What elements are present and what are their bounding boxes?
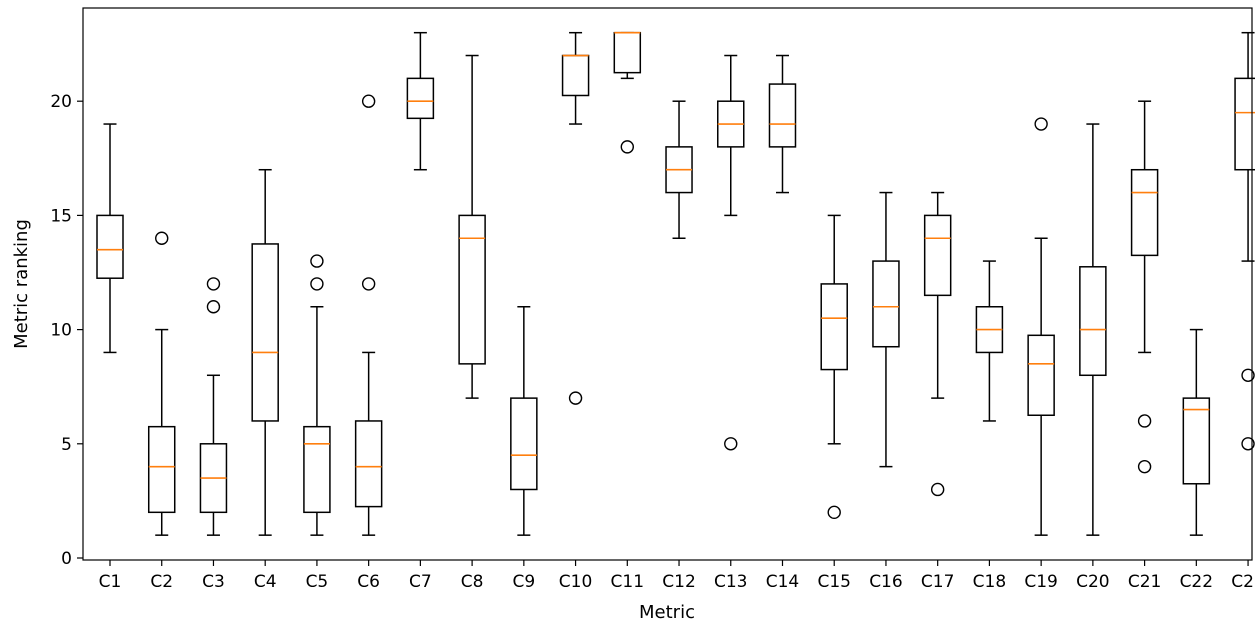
x-axis-label: Metric bbox=[639, 602, 695, 623]
x-tick-label: C23 bbox=[1231, 572, 1255, 592]
x-tick-label: C20 bbox=[1076, 572, 1110, 592]
x-tick-label: C2 bbox=[150, 572, 173, 592]
x-tick-label: C14 bbox=[766, 572, 800, 592]
x-tick-label: C3 bbox=[202, 572, 225, 592]
x-tick-label: C6 bbox=[357, 572, 380, 592]
x-tick-label: C10 bbox=[559, 572, 593, 592]
x-tick-label: C5 bbox=[306, 572, 329, 592]
y-axis-label: Metric ranking bbox=[11, 219, 32, 349]
x-tick-label: C13 bbox=[714, 572, 748, 592]
plot-area bbox=[83, 8, 1252, 560]
x-tick-label: C9 bbox=[512, 572, 535, 592]
y-tick-label: 15 bbox=[50, 206, 72, 226]
y-tick-label: 20 bbox=[50, 92, 72, 112]
x-tick-label: C12 bbox=[662, 572, 696, 592]
x-tick-label: C21 bbox=[1128, 572, 1162, 592]
x-tick-label: C22 bbox=[1180, 572, 1214, 592]
x-tick-label: C7 bbox=[409, 572, 432, 592]
x-tick-label: C19 bbox=[1024, 572, 1058, 592]
x-tick-label: C1 bbox=[99, 572, 122, 592]
y-tick-label: 10 bbox=[50, 321, 72, 341]
x-tick-label: C16 bbox=[869, 572, 903, 592]
x-tick-label: C17 bbox=[921, 572, 955, 592]
x-tick-label: C18 bbox=[973, 572, 1007, 592]
y-tick-label: 5 bbox=[61, 435, 72, 455]
x-tick-label: C4 bbox=[254, 572, 277, 592]
x-tick-label: C8 bbox=[461, 572, 484, 592]
x-tick-label: C11 bbox=[611, 572, 645, 592]
x-tick-label: C15 bbox=[817, 572, 851, 592]
y-tick-label: 0 bbox=[61, 549, 72, 569]
